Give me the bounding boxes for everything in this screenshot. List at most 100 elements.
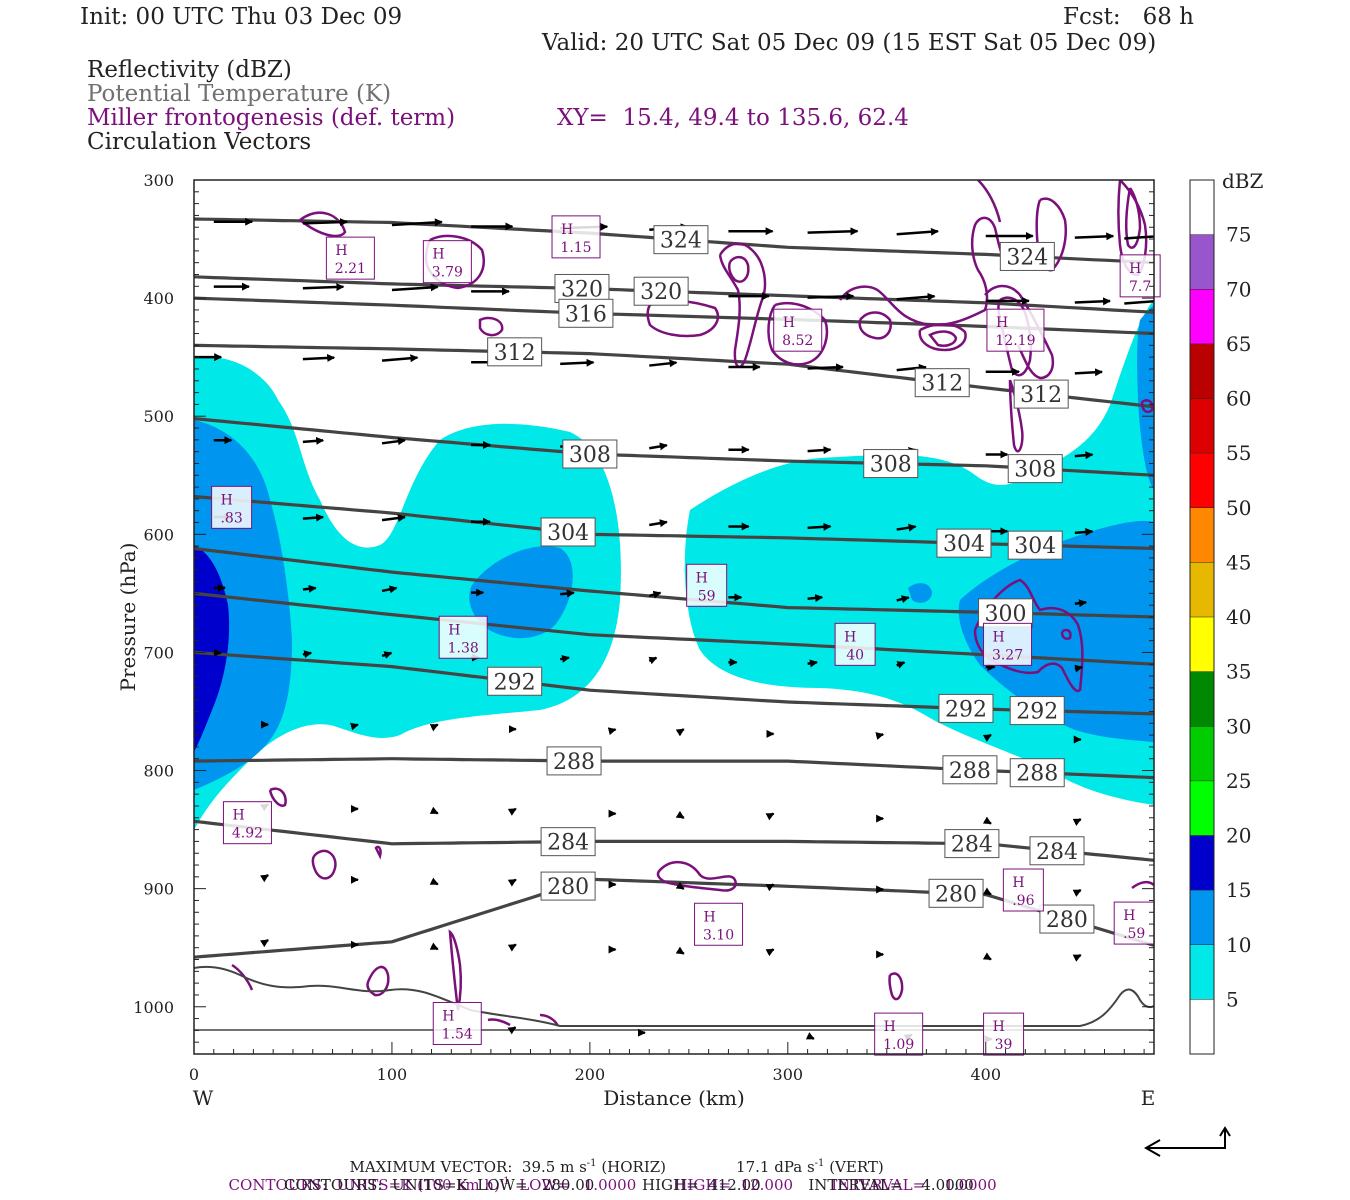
frontogenesis-max-1.54: H 1.54 xyxy=(432,1001,482,1045)
theta-label-text: 284 xyxy=(1036,840,1078,865)
h-value: 8.52 xyxy=(782,333,813,349)
circulation-vector xyxy=(765,948,775,957)
theta-label-box xyxy=(914,368,970,398)
footer-contours-theta: CONTOURS: UNITS=K LOW= 280.00 HIGH= 412.… xyxy=(284,1176,974,1194)
circulation-vector xyxy=(381,585,398,594)
h-value: 40 xyxy=(846,647,864,663)
theta-label-312: 312 xyxy=(914,368,970,398)
h-label: H xyxy=(432,247,444,263)
frontogenesis-maxima: H2.21H3.79H1.15H8.52H12.19H7.7H.83H1.38H… xyxy=(211,215,1161,1056)
theta-label-text: 280 xyxy=(935,882,977,907)
theta-label-box xyxy=(546,746,602,776)
colorbar-label: 45 xyxy=(1226,550,1251,574)
circulation-vector xyxy=(429,723,439,732)
h-value: 12.19 xyxy=(995,333,1035,349)
h-label: H xyxy=(993,1019,1005,1035)
theta-label-box xyxy=(1007,530,1063,560)
colorbar-label: 40 xyxy=(1226,605,1251,629)
circulation-vector xyxy=(260,874,269,883)
h-label: H xyxy=(448,622,460,638)
h-value: 1.09 xyxy=(883,1037,914,1053)
h-box xyxy=(983,1012,1025,1056)
frontogenesis-max-.59: H .59 xyxy=(1113,901,1155,945)
theta-label-292: 292 xyxy=(938,693,994,723)
reflectivity-10-east-edge xyxy=(1137,305,1154,490)
colorbar-label: 5 xyxy=(1226,987,1239,1011)
theta-label-308: 308 xyxy=(1007,454,1063,484)
circulation-vector xyxy=(507,1026,517,1035)
colorbar-segment xyxy=(1190,289,1214,344)
circulation-vectors xyxy=(194,217,1154,1044)
theta-label-text: 324 xyxy=(660,229,702,254)
colorbar-label: 15 xyxy=(1226,878,1251,902)
colorbar-segment xyxy=(1190,562,1214,617)
circulation-vector xyxy=(560,358,595,367)
h-label: H xyxy=(232,808,244,824)
circulation-vector xyxy=(507,943,517,952)
circulation-vector xyxy=(429,806,439,815)
circulation-vector xyxy=(559,654,570,663)
field-potential-temperature: Potential Temperature (K) xyxy=(87,81,392,107)
theta-label-text: 308 xyxy=(569,443,611,468)
circulation-vector xyxy=(896,292,936,301)
circulation-vector xyxy=(1072,818,1082,826)
circulation-vector xyxy=(675,946,685,955)
circulation-vector xyxy=(807,363,844,372)
h-value: 1.15 xyxy=(560,240,591,256)
theta-contour-292 xyxy=(194,650,1154,716)
theta-label-box xyxy=(938,693,994,723)
h-value: 3.10 xyxy=(703,927,734,943)
y-tick-label: 400 xyxy=(143,289,174,308)
theta-label-box xyxy=(487,666,543,696)
circulation-vector xyxy=(649,359,678,368)
x-tick-label: 100 xyxy=(377,1065,408,1084)
h-box xyxy=(551,215,601,259)
frontogenesis-max-59: H 59 xyxy=(686,563,728,607)
h-value: 3.27 xyxy=(992,647,1023,663)
h-label: H xyxy=(1012,875,1024,891)
colorbar-label: 30 xyxy=(1226,714,1251,738)
circulation-vector xyxy=(429,942,439,951)
theta-label-box xyxy=(944,829,1000,859)
y-tick-label: 300 xyxy=(143,171,174,190)
circulation-vector xyxy=(807,227,859,236)
theta-label-text: 292 xyxy=(945,697,987,722)
circulation-vector xyxy=(982,952,992,961)
theta-label-324: 324 xyxy=(653,225,709,255)
h-box xyxy=(986,308,1045,352)
max-vector-vert-label: (VERT) xyxy=(829,1158,884,1176)
contours1-a: CONTOURS: UNITS=K (100 km h) xyxy=(228,1176,500,1194)
theta-label-box xyxy=(942,755,998,785)
theta-label-320: 320 xyxy=(633,276,689,306)
theta-label-box xyxy=(936,528,992,558)
theta-label-box xyxy=(653,225,709,255)
frontogenesis-max-.83: H .83 xyxy=(211,485,253,529)
h-box xyxy=(834,622,876,666)
frontogenesis-max-2.21: H 2.21 xyxy=(325,236,375,280)
h-value: 39 xyxy=(995,1037,1013,1053)
y-tick-label: 700 xyxy=(143,643,174,662)
contours1-b: LOW= 1.0000 HIGH= 12.000 INTERVAL= 1.000… xyxy=(509,1176,997,1194)
colorbar-label: 65 xyxy=(1226,332,1251,356)
theta-label-text: 308 xyxy=(870,453,912,478)
theta-label-text: 304 xyxy=(547,521,589,546)
frontogenesis-max-1.09: H 1.09 xyxy=(874,1012,924,1056)
reflectivity-5-west xyxy=(194,356,621,830)
circulation-vector xyxy=(807,292,855,301)
theta-label-324: 324 xyxy=(999,241,1055,271)
theta-label-312: 312 xyxy=(487,337,543,367)
colorbar-segment xyxy=(1190,234,1214,290)
circulation-vector xyxy=(1072,953,1082,962)
circulation-vector xyxy=(302,513,325,522)
theta-label-box xyxy=(928,878,984,908)
theta-label-box xyxy=(562,439,618,469)
colorbar-segment xyxy=(1190,617,1214,672)
h-label: H xyxy=(844,629,856,645)
theta-contour-312 xyxy=(194,343,1154,409)
y-tick-label: 800 xyxy=(143,762,174,781)
circulation-vector xyxy=(1074,664,1084,673)
theta-label-box xyxy=(558,298,614,328)
circulation-vector xyxy=(607,727,617,736)
colorbar-segment xyxy=(1190,890,1214,945)
frontogenesis-max-3.27: H 3.27 xyxy=(983,622,1033,666)
